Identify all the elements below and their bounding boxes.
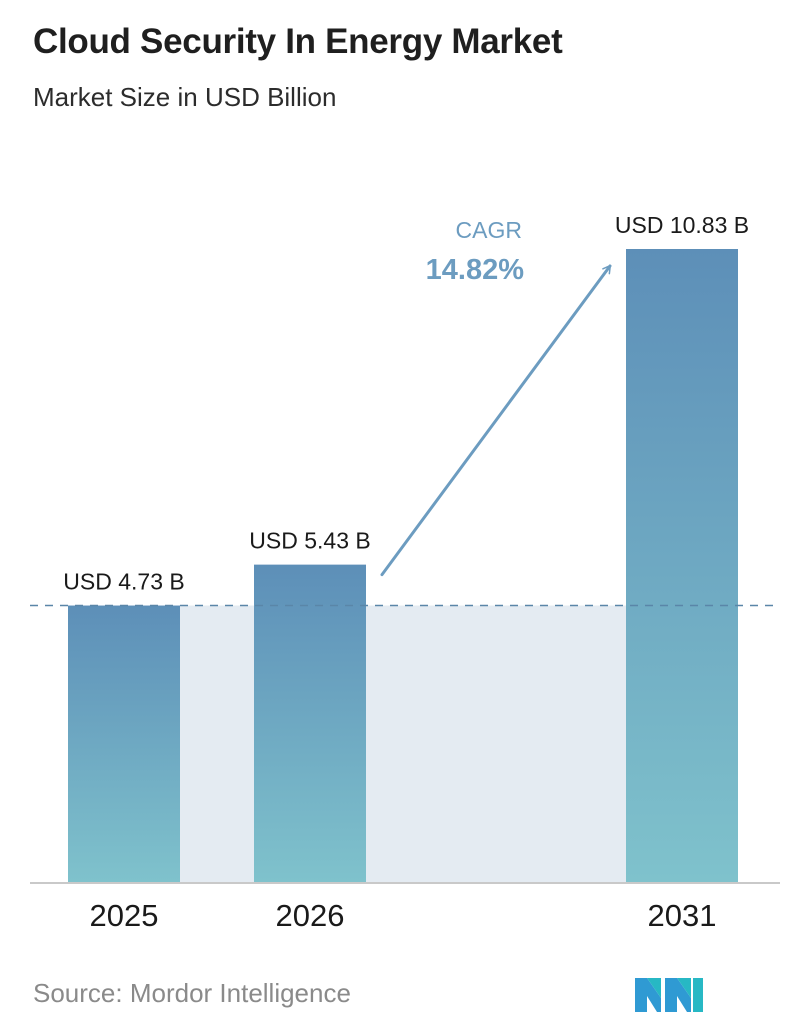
bar-2025 — [68, 605, 180, 882]
x-tick-2025: 2025 — [90, 898, 159, 933]
data-label-2025: USD 4.73 B — [63, 569, 184, 595]
cagr-arrow — [380, 264, 612, 577]
page-title: Cloud Security In Energy Market — [33, 22, 563, 61]
bar-2026 — [254, 564, 366, 882]
data-label-2026: USD 5.43 B — [249, 528, 370, 554]
x-tick-2026: 2026 — [276, 898, 345, 933]
cagr-label: CAGR — [456, 217, 522, 243]
source-note: Source: Mordor Intelligence — [33, 978, 351, 1008]
bar-2031 — [626, 249, 738, 882]
bar-chart: USD 4.73 B 2025 USD 5.43 B 2026 USD 10.83 B 2… — [30, 212, 780, 933]
mordor-intelligence-logo — [635, 978, 703, 1012]
data-label-2031: USD 10.83 B — [615, 212, 749, 238]
cagr-value: 14.82% — [426, 254, 525, 286]
page-subtitle: Market Size in USD Billion — [33, 82, 337, 112]
x-tick-2031: 2031 — [648, 898, 717, 933]
